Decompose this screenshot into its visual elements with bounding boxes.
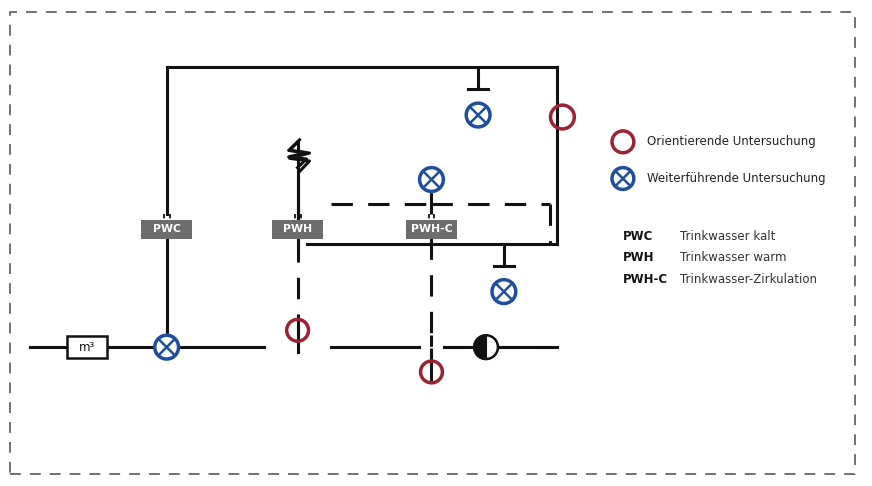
Text: Weiterführende Untersuchung: Weiterführende Untersuchung xyxy=(647,172,826,185)
Circle shape xyxy=(154,335,179,359)
Text: PWH: PWH xyxy=(283,224,312,234)
Text: PWC: PWC xyxy=(153,224,181,234)
Bar xyxy=(67,336,107,358)
Text: Trinkwasser kalt: Trinkwasser kalt xyxy=(680,229,776,243)
Text: PWC: PWC xyxy=(623,229,653,243)
Polygon shape xyxy=(474,335,486,359)
Text: m³: m³ xyxy=(79,341,95,354)
Text: PWH-C: PWH-C xyxy=(623,273,668,286)
Text: PWH-C: PWH-C xyxy=(411,224,453,234)
Circle shape xyxy=(492,280,516,304)
Bar xyxy=(272,220,324,239)
Text: Trinkwasser-Zirkulation: Trinkwasser-Zirkulation xyxy=(680,273,817,286)
Text: PWH: PWH xyxy=(623,251,654,264)
Circle shape xyxy=(419,168,443,191)
Circle shape xyxy=(612,168,634,190)
Text: Trinkwasser warm: Trinkwasser warm xyxy=(680,251,787,264)
Bar xyxy=(405,220,457,239)
Text: Orientierende Untersuchung: Orientierende Untersuchung xyxy=(647,135,815,148)
Bar xyxy=(141,220,193,239)
Circle shape xyxy=(467,103,490,127)
